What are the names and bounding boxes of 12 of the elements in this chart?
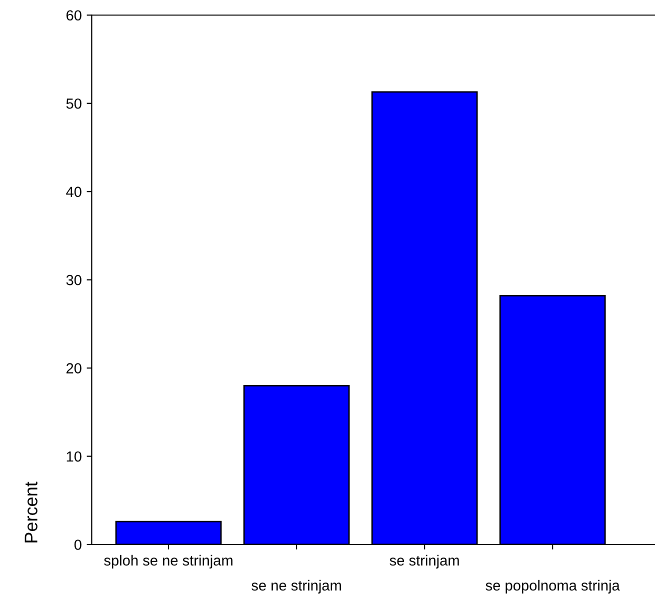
y-tick-label: 40 (66, 186, 82, 198)
x-tick-label: se popolnoma strinja (486, 580, 620, 594)
x-tick-label: se strinjam (390, 554, 459, 569)
x-tick-label: se ne strinjam (252, 580, 341, 594)
y-tick-label: 60 (66, 10, 82, 21)
y-tick-label: 50 (66, 98, 82, 109)
y-axis-title: Percent (24, 482, 38, 542)
y-tick-label: 0 (74, 540, 82, 550)
y-tick-label: 30 (66, 274, 82, 286)
y-tick-label: 10 (66, 451, 82, 462)
x-tick-label: sploh se ne strinjam (104, 554, 232, 569)
y-tick-label: 20 (66, 363, 82, 374)
